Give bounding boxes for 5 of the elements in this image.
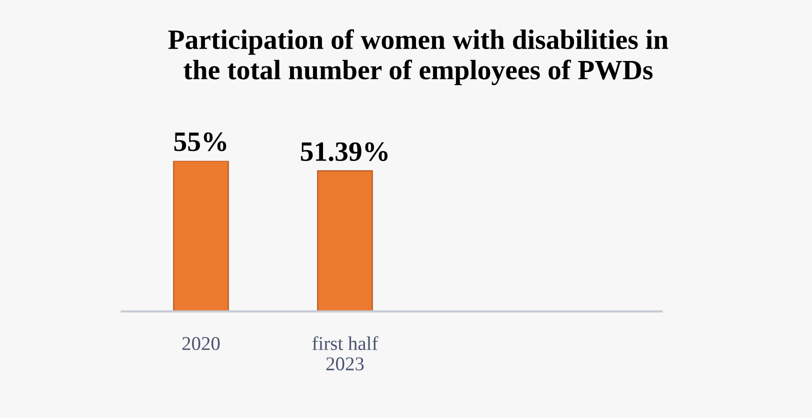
chart-title: Participation of women with disabilities in the total number of employees of PWDs (168, 29, 668, 86)
data-label: 55% (174, 132, 226, 152)
x-tick-label: 2020 (182, 336, 220, 350)
data-label: 51.39% (300, 142, 388, 162)
x-tick-label: first half 2023 (312, 336, 378, 370)
